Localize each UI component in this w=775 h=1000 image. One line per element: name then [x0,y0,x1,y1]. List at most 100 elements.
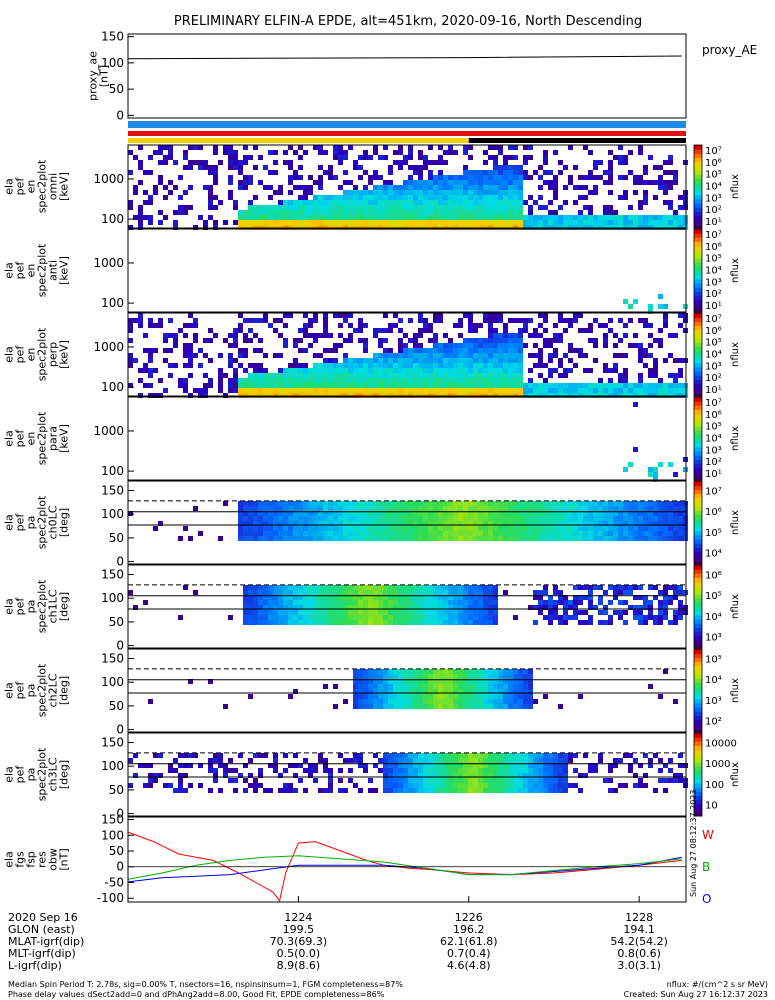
heatmap-cell [538,521,543,526]
heatmap-cell [378,590,383,595]
y-axis-label: pef [14,597,27,616]
heatmap-cell [353,758,358,763]
heatmap-cell [513,353,518,358]
heatmap-cell [418,348,423,353]
heatmap-cell [328,175,333,180]
heatmap-cell [543,511,548,516]
heatmap-cell [368,590,373,595]
heatmap-cell [493,521,498,526]
heatmap-cell [303,516,308,521]
heatmap-cell [178,383,183,388]
heatmap-cell [283,585,288,590]
colorbar-segment [694,807,702,813]
colorbar-segment [694,795,702,800]
heatmap-cell [328,378,333,383]
heatmap-cell [503,180,508,185]
heatmap-cell [368,704,373,709]
colorbar-segment [694,198,702,204]
colorbar-segment [694,594,702,599]
heatmap-cell [618,758,623,763]
heatmap-cell [293,205,298,210]
heatmap-cell [423,585,428,590]
heatmap-cell [668,383,673,388]
heatmap-cell [568,323,573,328]
heatmap-cell [433,684,438,689]
heatmap-cell [603,180,608,185]
colorbar-segment [694,274,702,280]
heatmap-cell [438,763,443,768]
heatmap-cell [443,778,448,783]
heatmap-cell [273,516,278,521]
heatmap-cell [543,773,548,778]
heatmap-cell [558,536,563,541]
heatmap-cell [623,333,628,338]
heatmap-cell [518,338,523,343]
heatmap-cell [508,200,513,205]
heatmap-cell [228,155,233,160]
y-tick-label: 0 [116,639,124,653]
heatmap-cell [258,210,263,215]
heatmap-cell [308,368,313,373]
heatmap-cell [278,620,283,625]
heatmap-cell [383,526,388,531]
heatmap-cell [418,185,423,190]
colorbar-tick-label: 10⁴ [705,675,722,686]
heatmap-cell [563,511,568,516]
heatmap-cell [508,205,513,210]
heatmap-cell [608,190,613,195]
heatmap-cell [453,526,458,531]
heatmap-cell [428,170,433,175]
colorbar-segment [694,497,702,503]
heatmap-cell [538,511,543,516]
heatmap-cell [343,585,348,590]
heatmap-cell [523,160,528,165]
panel-frame [127,564,687,649]
heatmap-cell [618,373,623,378]
heatmap-cell [448,185,453,190]
colorbar-segment [694,581,702,587]
heatmap-cell [193,338,198,343]
heatmap-cell [488,704,493,709]
heatmap-cell [298,220,303,225]
heatmap-cell [598,620,603,625]
heatmap-cell [183,155,188,160]
y-tick-label: 150 [101,735,124,749]
heatmap-cell [393,620,398,625]
y-axis-label: res [36,851,49,868]
heatmap-cell [153,368,158,373]
heatmap-cell [178,328,183,333]
heatmap-cell [633,783,638,788]
heatmap-cell [423,595,428,600]
heatmap-cell [148,348,153,353]
heatmap-cell [568,318,573,323]
y-axis-label: ela [3,598,16,615]
heatmap-cell [533,215,538,220]
heatmap-cell [423,180,428,185]
heatmap-cells-7 [148,669,678,709]
heatmap-cell [258,205,263,210]
heatmap-cell [388,768,393,773]
heatmap-cell [463,605,468,610]
heatmap-cell [478,768,483,773]
heatmap-cell [638,610,643,615]
heatmap-cell [333,506,338,511]
heatmap-cell [293,363,298,368]
heatmap-cell [398,788,403,793]
heatmap-cell [558,763,563,768]
heatmap-cell [603,501,608,506]
heatmap-cell [333,195,338,200]
heatmap-cell [433,373,438,378]
heatmap-cell [218,388,223,393]
heatmap-cell [308,763,313,768]
heatmap-cell [473,526,478,531]
heatmap-cell [313,200,318,205]
heatmap-cell [223,704,228,709]
y-tick-label: 0 [116,860,124,874]
heatmap-cell [323,205,328,210]
heatmap-cell [518,788,523,793]
heatmap-cell [403,155,408,160]
heatmap-cell [508,511,513,516]
heatmap-cell [428,215,433,220]
heatmap-cell [383,358,388,363]
heatmap-cell [368,368,373,373]
